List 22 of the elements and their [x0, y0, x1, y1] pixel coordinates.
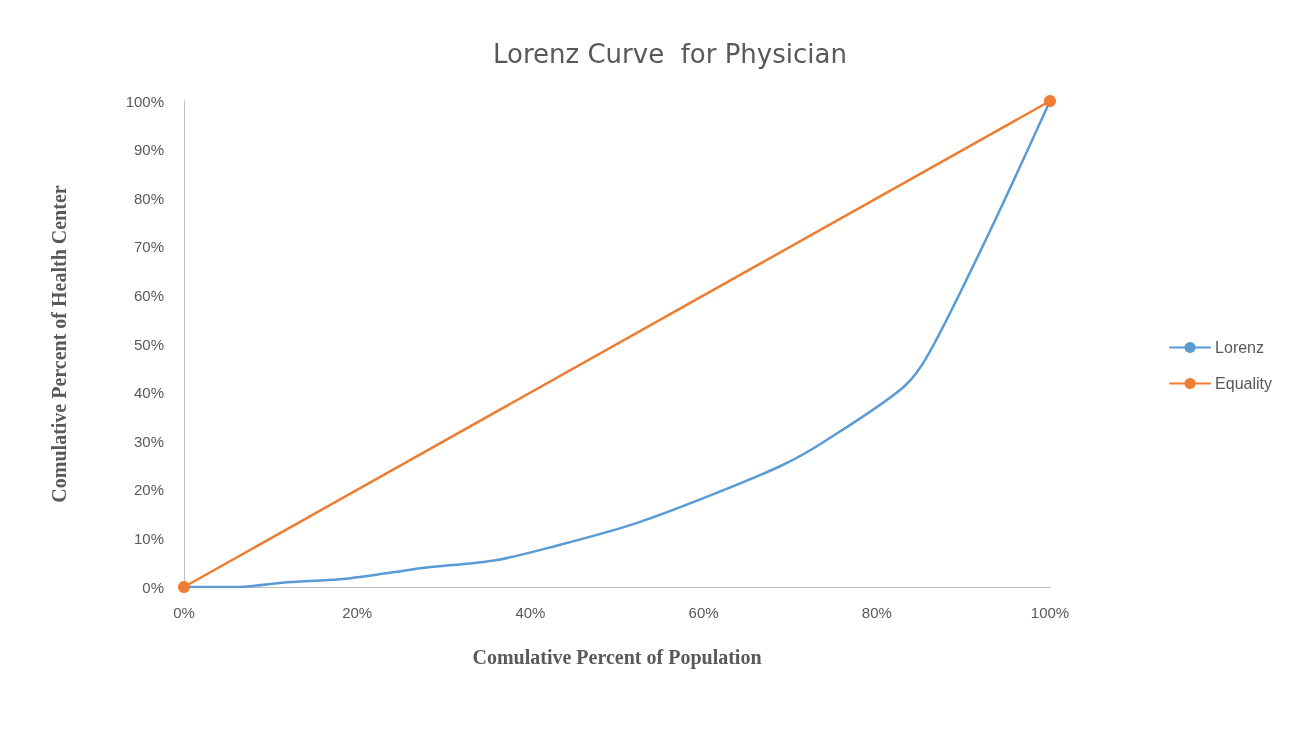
y-tick-label: 70%	[133, 238, 164, 256]
y-tick-label: 50%	[133, 335, 164, 353]
y-tick-label: 90%	[133, 141, 164, 159]
chart-title: Lorenz Curve for Physician	[493, 39, 847, 69]
y-tick-label: 100%	[125, 92, 164, 110]
legend-label: Lorenz	[1215, 339, 1264, 356]
legend-label: Equality	[1215, 375, 1272, 392]
x-tick-label: 20%	[342, 604, 373, 621]
x-axis-title: Comulative Percent of Population	[472, 646, 762, 669]
y-tick-label: 60%	[133, 286, 164, 304]
x-tick-label: 80%	[861, 604, 892, 621]
y-tick-label: 30%	[133, 432, 164, 450]
x-tick-label: 40%	[515, 604, 546, 621]
x-tick-label: 100%	[1030, 604, 1070, 621]
y-tick-label: 40%	[133, 384, 164, 402]
x-tick-label: 0%	[173, 604, 195, 621]
y-tick-label: 0%	[142, 578, 164, 596]
x-tick-label: 60%	[688, 604, 719, 621]
y-tick-label: 20%	[133, 481, 164, 499]
y-tick-label: 80%	[133, 189, 164, 207]
y-tick-label: 10%	[133, 529, 164, 547]
y-axis-title: Comulative Percent of Health Center	[48, 185, 70, 503]
